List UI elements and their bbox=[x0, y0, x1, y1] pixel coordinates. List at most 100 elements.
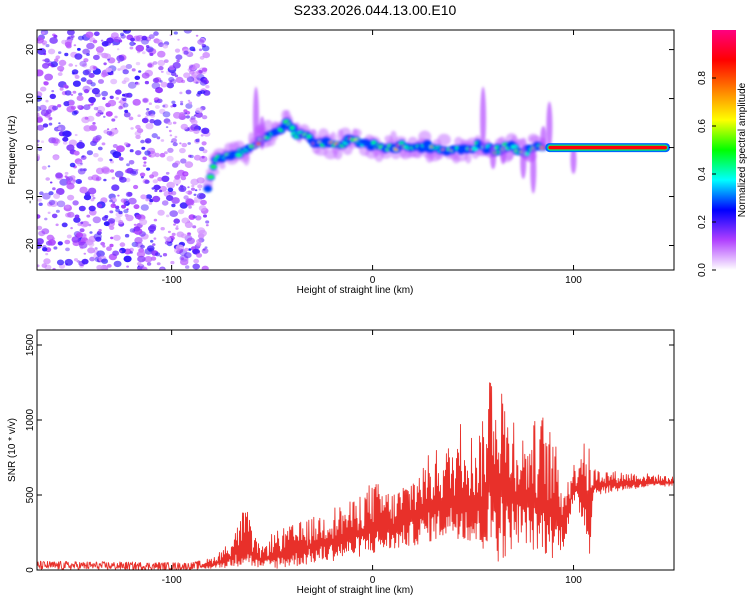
noise-blob bbox=[139, 218, 148, 226]
noise-blob bbox=[148, 34, 155, 39]
noise-blob bbox=[193, 154, 202, 161]
noise-blob bbox=[92, 216, 102, 224]
noise-blob bbox=[136, 250, 146, 258]
noise-blob bbox=[89, 256, 95, 262]
noise-blob bbox=[167, 230, 171, 234]
noise-blob bbox=[106, 130, 113, 136]
noise-blob bbox=[170, 260, 175, 265]
noise-blob bbox=[38, 202, 43, 206]
noise-blob bbox=[147, 63, 153, 68]
noise-blob bbox=[169, 134, 173, 137]
noise-blob bbox=[174, 160, 181, 165]
noise-blob bbox=[55, 223, 59, 227]
snr-y-tick-label: 1000 bbox=[25, 408, 36, 431]
snr-x-tick-label: -100 bbox=[162, 575, 182, 586]
ridge-spike bbox=[259, 116, 266, 150]
noise-blob bbox=[202, 52, 210, 59]
noise-blob bbox=[92, 136, 101, 143]
noise-blob bbox=[179, 142, 182, 145]
noise-blob bbox=[128, 116, 134, 121]
noise-blob bbox=[72, 200, 79, 206]
noise-blob bbox=[106, 246, 112, 251]
noise-blob bbox=[116, 55, 125, 62]
noise-blob bbox=[171, 232, 176, 236]
noise-blob bbox=[100, 72, 107, 78]
noise-blob bbox=[184, 221, 193, 228]
noise-blob bbox=[165, 126, 169, 129]
ridge-spike bbox=[500, 145, 507, 165]
ridge-core bbox=[210, 164, 217, 169]
noise-blob bbox=[180, 100, 184, 104]
noise-blob bbox=[93, 31, 100, 37]
noise-blob bbox=[93, 106, 99, 111]
noise-blob bbox=[101, 216, 108, 221]
noise-blob bbox=[70, 93, 74, 96]
noise-blob bbox=[148, 202, 153, 205]
noise-blob bbox=[75, 232, 84, 238]
noise-blob bbox=[123, 209, 129, 214]
noise-blob bbox=[160, 227, 165, 231]
noise-blob bbox=[174, 135, 178, 139]
colorbar-tick-label: 0.2 bbox=[697, 215, 708, 229]
noise-blob bbox=[201, 67, 208, 72]
noise-blob bbox=[89, 231, 93, 234]
noise-blob bbox=[172, 62, 181, 69]
noise-blob bbox=[123, 30, 131, 34]
noise-blob bbox=[133, 226, 141, 232]
noise-blob bbox=[57, 72, 63, 76]
noise-blob bbox=[118, 101, 122, 104]
spectrogram-y-tick-label: 0 bbox=[25, 144, 36, 150]
noise-blob bbox=[89, 37, 96, 43]
ridge-spike bbox=[540, 126, 547, 150]
noise-blob bbox=[161, 200, 169, 206]
noise-blob bbox=[101, 41, 109, 47]
noise-blob bbox=[111, 118, 116, 122]
noise-blob bbox=[75, 179, 83, 184]
noise-blob bbox=[116, 48, 120, 51]
noise-blob bbox=[90, 82, 96, 87]
noise-blob bbox=[153, 237, 157, 240]
noise-blob bbox=[46, 109, 52, 114]
ridge-spike bbox=[530, 145, 537, 194]
noise-blob bbox=[188, 205, 192, 209]
noise-blob bbox=[152, 77, 160, 83]
noise-blob bbox=[108, 218, 116, 224]
noise-blob bbox=[131, 68, 136, 72]
noise-blob bbox=[196, 253, 203, 258]
noise-blob bbox=[52, 267, 56, 270]
noise-blob bbox=[64, 175, 68, 178]
noise-blob bbox=[160, 81, 168, 88]
noise-blob bbox=[37, 139, 40, 143]
noise-blob bbox=[66, 234, 72, 239]
noise-blob bbox=[193, 258, 200, 264]
noise-blob bbox=[151, 187, 155, 190]
noise-blob bbox=[155, 87, 163, 94]
noise-blob bbox=[149, 174, 155, 179]
noise-blob bbox=[180, 233, 187, 239]
noise-blob bbox=[141, 38, 149, 45]
noise-blob bbox=[83, 58, 89, 63]
noise-blob bbox=[148, 102, 152, 105]
noise-blob bbox=[78, 92, 83, 97]
noise-blob bbox=[101, 90, 108, 97]
noise-blob bbox=[109, 95, 114, 100]
noise-blob bbox=[157, 50, 166, 58]
noise-blob bbox=[137, 114, 141, 117]
noise-blob bbox=[129, 228, 136, 233]
noise-blob bbox=[184, 112, 188, 115]
noise-blob bbox=[89, 124, 98, 132]
noise-blob bbox=[171, 197, 180, 204]
noise-blob bbox=[101, 52, 109, 59]
noise-blob bbox=[167, 187, 174, 192]
noise-blob bbox=[111, 176, 116, 180]
noise-blob bbox=[94, 247, 98, 250]
noise-blob bbox=[45, 177, 50, 181]
noise-blob bbox=[157, 209, 165, 216]
noise-blob bbox=[123, 255, 132, 263]
noise-blob bbox=[153, 184, 161, 191]
noise-blob bbox=[192, 248, 200, 255]
noise-blob bbox=[153, 218, 158, 222]
noise-blob bbox=[42, 245, 47, 249]
noise-blob bbox=[37, 198, 42, 202]
noise-blob bbox=[180, 102, 184, 106]
